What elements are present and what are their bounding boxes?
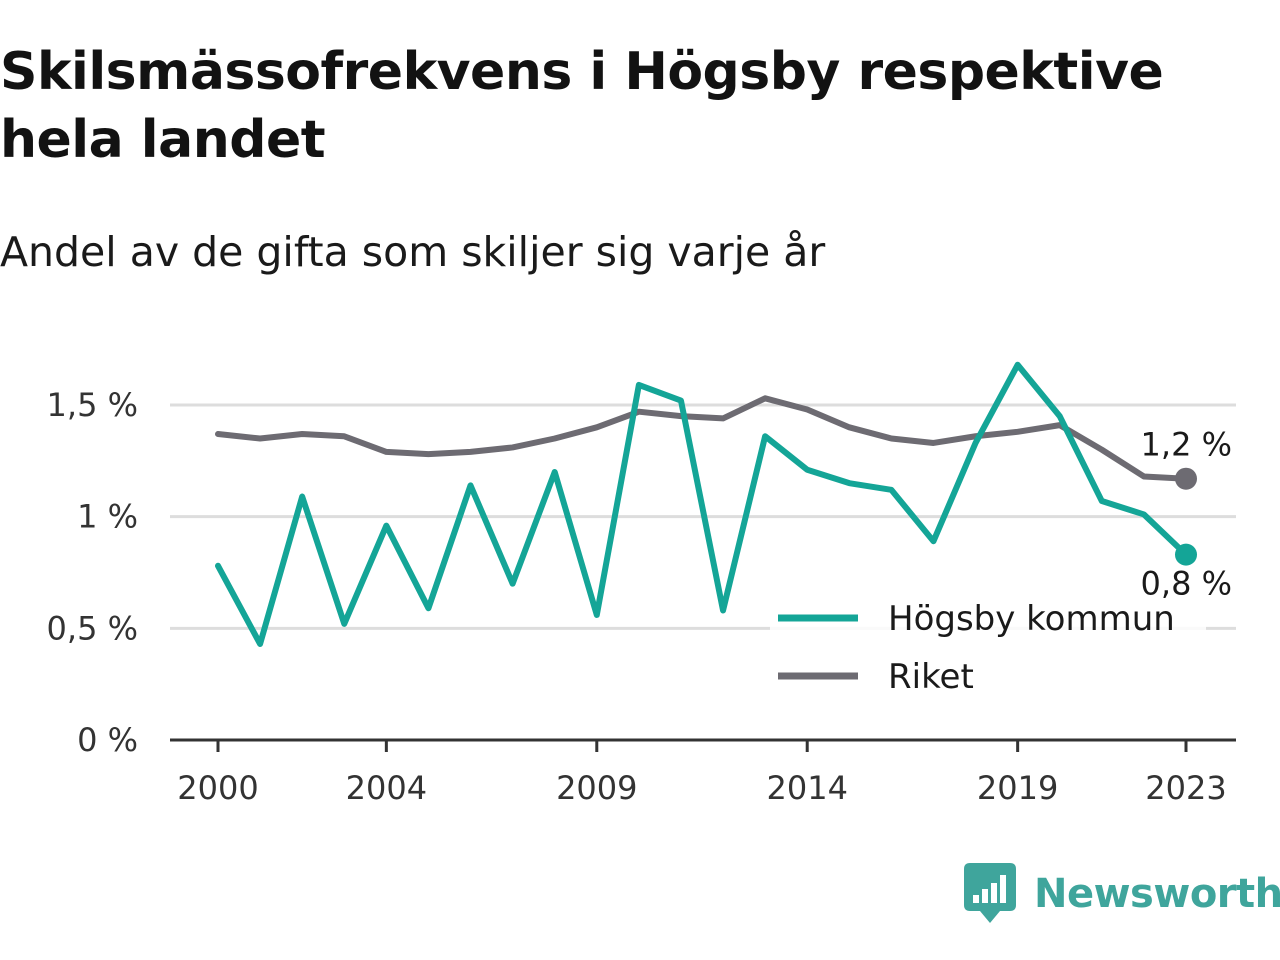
brand-name: Newsworthy bbox=[1034, 871, 1280, 917]
x-tick-label: 2009 bbox=[556, 769, 637, 807]
end-label-riket: 1,2 % bbox=[1141, 426, 1232, 464]
end-labels: 1,2 % 0,8 % bbox=[1141, 426, 1232, 603]
series-line bbox=[215, 361, 1189, 647]
legend-background bbox=[770, 592, 1206, 702]
end-label-hogsby: 0,8 % bbox=[1141, 565, 1232, 603]
x-tick-label: 2014 bbox=[766, 769, 847, 807]
x-axis: 2000 2004 2009 2014 2019 2023 bbox=[170, 738, 1236, 807]
series-end-point bbox=[1175, 543, 1197, 566]
y-tick-label: 1 % bbox=[77, 498, 138, 536]
legend-label: Riket bbox=[888, 657, 974, 697]
x-tick-label: 2000 bbox=[177, 769, 258, 807]
y-axis-ticks: 0 % 0,5 % 1 % 1,5 % bbox=[47, 386, 138, 759]
y-tick-label: 0 % bbox=[77, 721, 138, 759]
y-tick-label: 0,5 % bbox=[47, 609, 138, 647]
newsworthy-logo-icon bbox=[964, 863, 1016, 923]
brand: Newsworthy bbox=[964, 862, 1280, 926]
series-end-point bbox=[1175, 467, 1197, 490]
chart-title: Skilsmässofrekvens i Högsby respektive h… bbox=[0, 42, 1164, 170]
x-tick-label: 2019 bbox=[977, 769, 1058, 807]
series-line bbox=[215, 395, 1189, 482]
legend-label: Högsby kommun bbox=[888, 599, 1175, 639]
chart-subtitle: Andel av de gifta som skiljer sig varje … bbox=[0, 228, 826, 276]
x-tick-label: 2004 bbox=[346, 769, 427, 807]
line-chart: 0 % 0,5 % 1 % 1,5 % 2000 2004 2009 2014 2019 202… bbox=[47, 361, 1236, 807]
y-tick-label: 1,5 % bbox=[47, 386, 138, 424]
legend: Högsby kommun Riket bbox=[770, 592, 1206, 702]
x-tick-label: 2023 bbox=[1145, 769, 1226, 807]
series-lines bbox=[215, 361, 1197, 647]
